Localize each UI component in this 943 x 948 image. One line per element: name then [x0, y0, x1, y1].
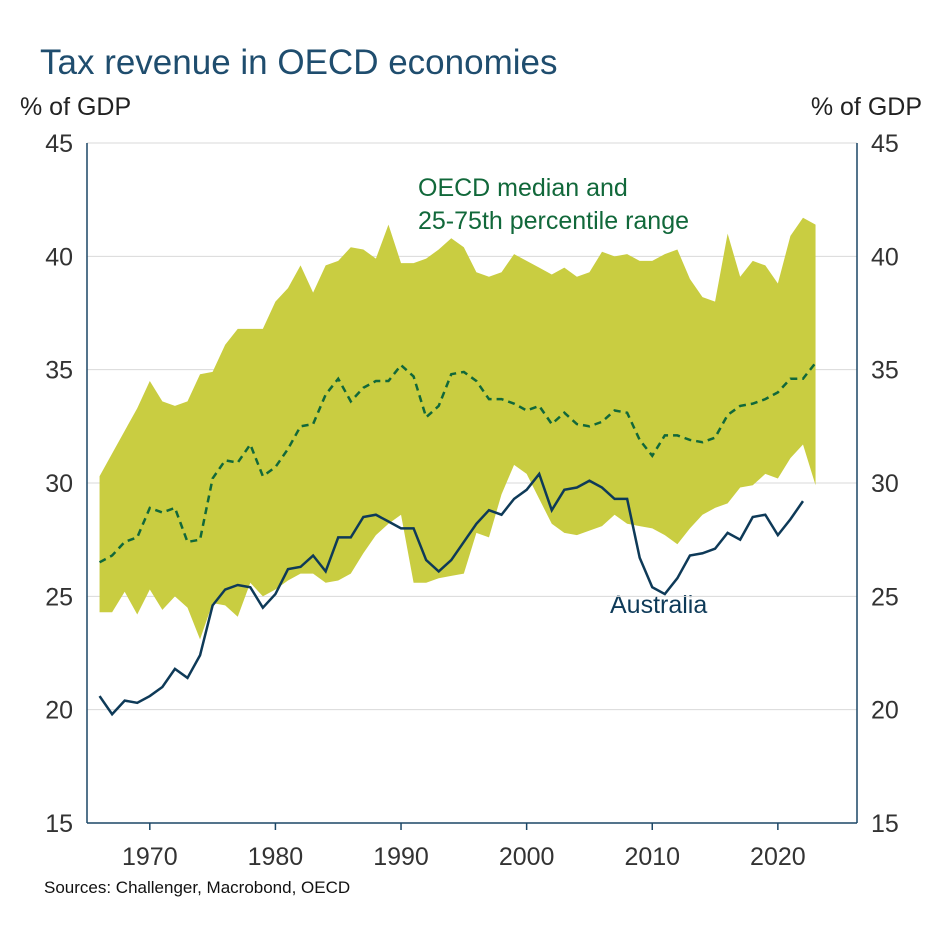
series-line	[98, 471, 805, 717]
x-tick-label: 1990	[373, 843, 429, 871]
y2-tick-label: 15	[871, 810, 899, 838]
chart-title: Tax revenue in OECD economies	[40, 43, 557, 82]
x-tick-label: 1980	[248, 843, 304, 871]
series-line	[98, 362, 817, 564]
percentile-band	[99, 217, 816, 640]
y2-tick-label: 35	[871, 357, 899, 385]
y2-tick-label: 45	[871, 130, 899, 158]
x-tick-label: 2000	[499, 843, 555, 871]
y-tick-label: 30	[45, 470, 73, 498]
y2-tick-label: 30	[871, 470, 899, 498]
source-note: Sources: Challenger, Macrobond, OECD	[44, 878, 350, 897]
annotation: 25-75th percentile range	[418, 207, 689, 235]
annotation: Australia	[610, 591, 707, 619]
y2-tick-label: 25	[871, 583, 899, 611]
annotation: OECD median and	[418, 174, 628, 202]
x-tick-label: 2020	[750, 843, 806, 871]
y-tick-label: 20	[45, 697, 73, 725]
y-axis-label: % of GDP	[20, 93, 131, 121]
y2-tick-label: 40	[871, 243, 899, 271]
y-tick-label: 15	[45, 810, 73, 838]
y-tick-label: 45	[45, 130, 73, 158]
y2-tick-label: 20	[871, 697, 899, 725]
y-tick-label: 25	[45, 583, 73, 611]
x-tick-label: 1970	[122, 843, 178, 871]
x-tick-label: 2010	[624, 843, 680, 871]
y-tick-label: 35	[45, 357, 73, 385]
y2-axis-label: % of GDP	[811, 93, 922, 121]
y-tick-label: 40	[45, 243, 73, 271]
